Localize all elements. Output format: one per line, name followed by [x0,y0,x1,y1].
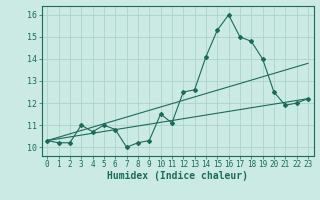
X-axis label: Humidex (Indice chaleur): Humidex (Indice chaleur) [107,171,248,181]
